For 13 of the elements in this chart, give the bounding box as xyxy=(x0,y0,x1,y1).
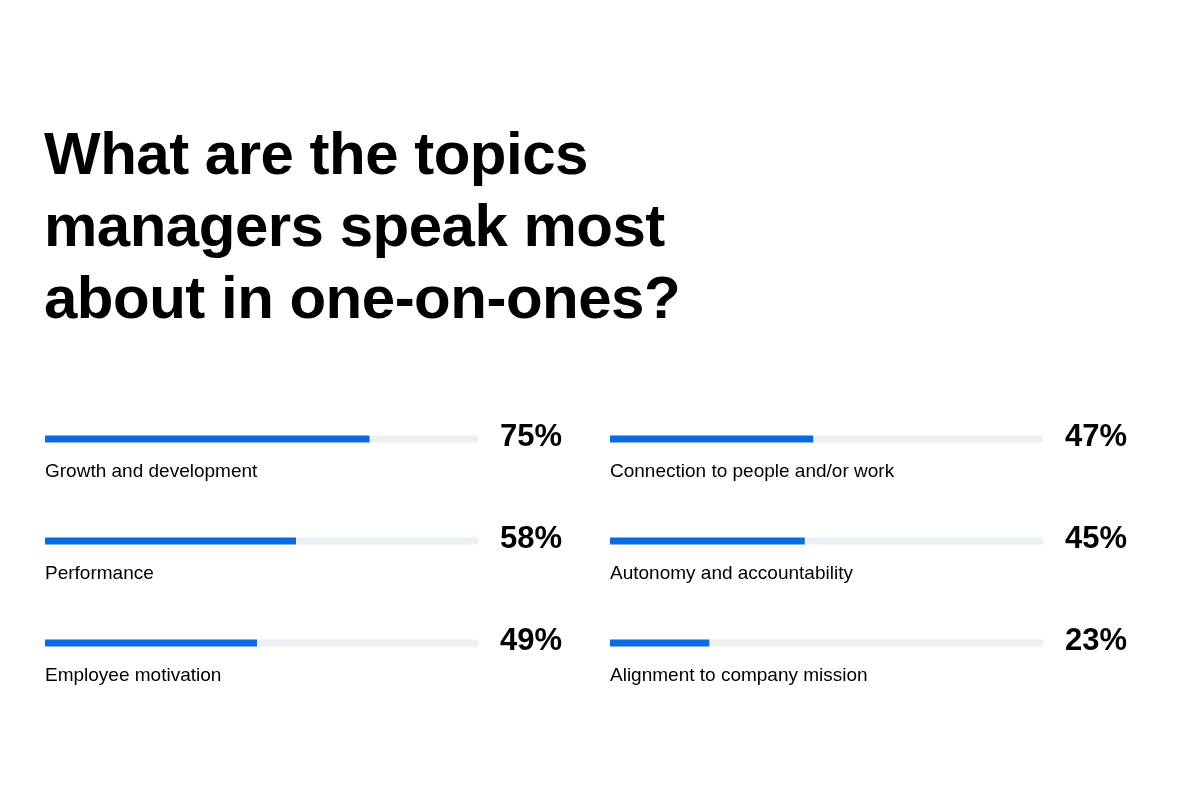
data-label: 49% xyxy=(500,622,563,657)
data-label: 47% xyxy=(1065,418,1128,453)
data-label: 23% xyxy=(1065,622,1128,657)
chart-title: What are the topics managers speak most about in one-on-ones? xyxy=(44,119,682,333)
y-tick-label: Connection to people and/or work xyxy=(610,460,895,481)
data-label: 58% xyxy=(500,520,563,555)
data-label: 45% xyxy=(1065,520,1128,555)
y-tick-label: Autonomy and accountability xyxy=(610,562,854,583)
y-tick-label: Alignment to company mission xyxy=(610,664,868,685)
y-tick-label: Performance xyxy=(45,562,154,583)
data-label: 75% xyxy=(500,418,563,453)
y-tick-label: Growth and development xyxy=(45,460,259,481)
y-tick-label: Employee motivation xyxy=(45,664,222,685)
